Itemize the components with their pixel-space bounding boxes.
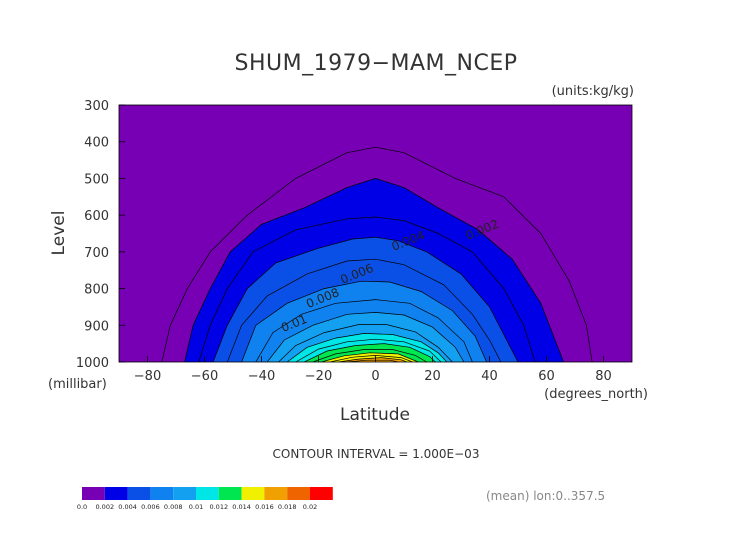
- x-tick-label: 20: [424, 369, 441, 384]
- contour-line: [312, 349, 427, 362]
- y-units-label: (millibar): [48, 377, 107, 392]
- contour-line: [241, 280, 487, 362]
- contour-line: [321, 352, 419, 362]
- x-tick-label: −20: [305, 369, 332, 384]
- contour-line: [255, 299, 473, 362]
- colorbar-label: 0.018: [278, 503, 297, 511]
- contour-line: [338, 357, 408, 362]
- colorbar-label: 0.02: [303, 503, 317, 511]
- contour-line: [286, 333, 448, 362]
- x-axis: −80 −60 −40 −20 0 20 40 60 80: [134, 356, 612, 384]
- footnote-mean-lon: (mean) lon:0..357.5: [486, 489, 605, 503]
- y-tick-label: 1000: [76, 356, 109, 371]
- contour-line: [329, 355, 413, 362]
- contour-line: [346, 359, 399, 362]
- contour-line: [304, 343, 436, 362]
- y-tick-label: 400: [84, 136, 109, 151]
- x-tick-label: −60: [191, 369, 218, 384]
- colorbar-label: 0.016: [255, 503, 274, 511]
- contour-line: [295, 338, 442, 362]
- colorbar-swatch: [310, 487, 333, 500]
- contour-line: [212, 236, 519, 362]
- colorbar-swatch: [196, 487, 219, 500]
- colorbar-swatch: [264, 487, 288, 500]
- y-tick-label: 300: [84, 99, 109, 114]
- contour-line: [266, 312, 465, 362]
- x-tick-label: 80: [595, 369, 612, 384]
- x-tick-label: 60: [538, 369, 555, 384]
- x-tick-label: −40: [248, 369, 275, 384]
- y-tick-label: 500: [84, 172, 109, 187]
- colorbar-label: 0.008: [164, 503, 183, 511]
- y-tick-label: 700: [84, 246, 109, 261]
- contour-interval-text: CONTOUR INTERVAL = 1.000E−03: [273, 447, 480, 461]
- y-axis-title: Level: [49, 211, 69, 256]
- y-axis: 1000 900 800 700 600 500 400 300: [76, 99, 125, 371]
- x-tick-label: 0: [371, 369, 379, 384]
- contour-line: [184, 178, 564, 362]
- colorbar-swatch: [150, 487, 174, 500]
- colorbar-label: 0.014: [232, 503, 251, 511]
- colorbar-swatch: [104, 487, 128, 500]
- colorbar-label: 0.004: [118, 503, 137, 511]
- contour-line: [278, 324, 453, 362]
- contour-line: [226, 258, 502, 362]
- x-units-label: (degrees_north): [544, 387, 648, 402]
- colorbar-label: 0.012: [209, 503, 228, 511]
- contour-line: [161, 146, 593, 362]
- x-axis-title: Latitude: [340, 405, 410, 425]
- y-tick-label: 800: [84, 283, 109, 298]
- contour-fill: [347, 360, 399, 362]
- x-tick-label: 40: [481, 369, 498, 384]
- colorbar-label: 0.01: [189, 503, 203, 511]
- colorbar-label: 0.002: [95, 503, 114, 511]
- units-label: (units:kg/kg): [552, 84, 634, 99]
- chart-title: SHUM_1979−MAM_NCEP: [234, 51, 517, 76]
- y-tick-label: 600: [84, 209, 109, 224]
- contour-line: [198, 216, 536, 362]
- colorbar-label: 0.0: [77, 503, 87, 511]
- colorbar: 0.0 0.002 0.004 0.006 0.008 0.01 0.012 0.014 0.0…: [77, 487, 333, 511]
- colorbar-swatch: [287, 487, 310, 500]
- colorbar-swatch: [218, 487, 242, 500]
- colorbar-swatch: [173, 487, 196, 500]
- colorbar-swatch: [241, 487, 265, 500]
- colorbar-swatch: [82, 487, 105, 500]
- colorbar-swatch: [127, 487, 151, 500]
- plot-area: [119, 105, 632, 362]
- x-tick-label: −80: [134, 369, 161, 384]
- colorbar-label: 0.006: [141, 503, 160, 511]
- y-tick-label: 900: [84, 319, 109, 334]
